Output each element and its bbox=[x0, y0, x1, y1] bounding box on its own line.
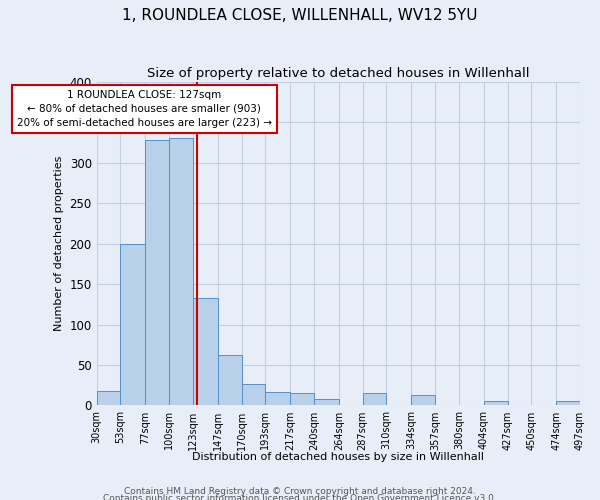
Bar bbox=[242, 384, 265, 406]
Bar bbox=[193, 298, 218, 406]
Bar bbox=[169, 138, 193, 406]
Y-axis label: Number of detached properties: Number of detached properties bbox=[54, 156, 64, 332]
Bar bbox=[412, 395, 435, 406]
Title: Size of property relative to detached houses in Willenhall: Size of property relative to detached ho… bbox=[147, 68, 530, 80]
X-axis label: Distribution of detached houses by size in Willenhall: Distribution of detached houses by size … bbox=[193, 452, 484, 462]
Bar bbox=[145, 140, 169, 406]
Text: 1 ROUNDLEA CLOSE: 127sqm
← 80% of detached houses are smaller (903)
20% of semi-: 1 ROUNDLEA CLOSE: 127sqm ← 80% of detach… bbox=[17, 90, 272, 128]
Bar bbox=[121, 244, 145, 406]
Text: Contains public sector information licensed under the Open Government Licence v3: Contains public sector information licen… bbox=[103, 494, 497, 500]
Bar bbox=[362, 394, 386, 406]
Bar bbox=[484, 402, 508, 406]
Bar bbox=[556, 402, 580, 406]
Bar bbox=[290, 392, 314, 406]
Bar bbox=[97, 391, 121, 406]
Bar bbox=[314, 399, 339, 406]
Bar bbox=[218, 356, 242, 406]
Bar bbox=[265, 392, 290, 406]
Text: 1, ROUNDLEA CLOSE, WILLENHALL, WV12 5YU: 1, ROUNDLEA CLOSE, WILLENHALL, WV12 5YU bbox=[122, 8, 478, 22]
Text: Contains HM Land Registry data © Crown copyright and database right 2024.: Contains HM Land Registry data © Crown c… bbox=[124, 487, 476, 496]
